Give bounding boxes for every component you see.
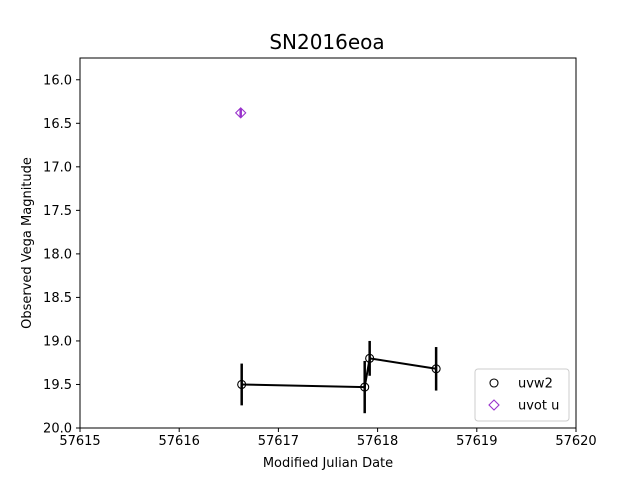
data-point [237,379,247,390]
x-tick-label: 57618 [357,434,398,449]
y-tick-label: 16.0 [43,73,72,88]
x-tick-label: 57619 [456,434,497,449]
y-axis-label: Observed Vega Magnitude [20,157,35,329]
data-point [234,107,247,119]
chart-title: SN2016eoa [269,30,384,54]
x-tick-label: 57616 [159,434,200,449]
y-tick-label: 17.0 [43,160,72,175]
x-tick-label: 57615 [59,434,100,449]
data-point [431,364,441,374]
plot-area [234,107,441,414]
legend-label: uvot u [518,399,559,414]
series-line-uvw2 [241,357,437,389]
data-point [360,382,370,392]
y-tick-label: 20.0 [43,422,72,437]
data-point [365,353,375,363]
y-tick-label: 17.5 [43,204,72,219]
legend: uvw2 uvot u [474,368,570,422]
legend-label: uvw2 [518,377,553,392]
y-tick-label: 18.5 [43,291,72,306]
y-tick-label: 19.0 [43,334,72,349]
y-tick-label: 18.0 [43,247,72,262]
legend-marker [489,378,499,388]
y-tick-label: 16.5 [43,117,72,132]
axis-ticks: 57615 57616 57617 57618 57619 57620 16.0 16.5 17… [43,73,597,449]
x-tick-label: 57617 [258,434,299,449]
x-axis-label: Modified Julian Date [263,456,393,471]
y-tick-label: 19.5 [43,378,72,393]
legend-marker [488,399,500,411]
legend-box [474,368,570,422]
plot-frame [79,57,577,429]
x-tick-label: 57620 [555,434,596,449]
